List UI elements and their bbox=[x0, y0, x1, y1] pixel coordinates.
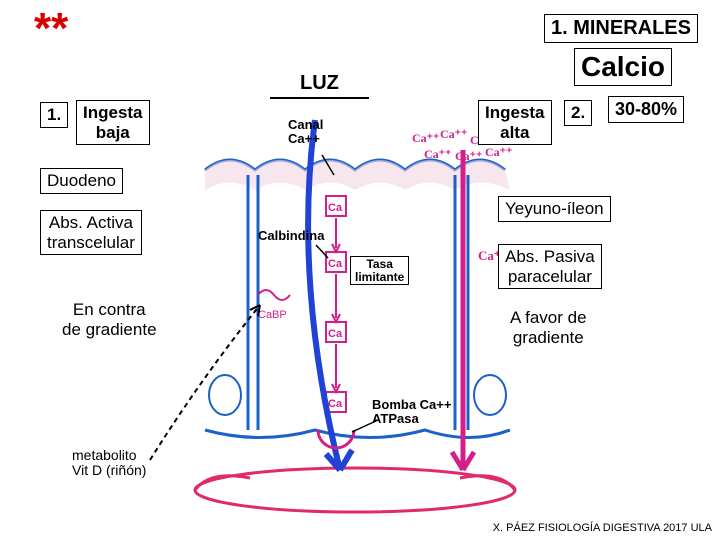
svg-text:Ca: Ca bbox=[328, 398, 343, 410]
yeyuno-box: Yeyuno-íleon bbox=[498, 196, 611, 222]
svg-text:Ca⁺⁺: Ca⁺⁺ bbox=[440, 127, 467, 141]
favor-grad: A favor de gradiente bbox=[510, 308, 587, 347]
calbindina-label: Calbindina bbox=[258, 228, 324, 243]
svg-text:CaBP: CaBP bbox=[258, 309, 287, 321]
canal-label: Canal Ca++ bbox=[288, 118, 323, 145]
canal-text: Canal Ca++ bbox=[288, 117, 323, 146]
metabolito-text: metabolito Vit D (riñón) bbox=[72, 447, 146, 478]
pct-box: 30-80% bbox=[608, 96, 684, 123]
footer-credit: X. PÁEZ FISIOLOGÍA DIGESTIVA 2017 ULA bbox=[493, 522, 712, 534]
svg-text:Ca⁺⁺: Ca⁺⁺ bbox=[424, 147, 451, 161]
svg-text:Ca: Ca bbox=[328, 328, 343, 340]
bomba-label: Bomba Ca++ ATPasa bbox=[372, 398, 451, 425]
contra-grad: En contra de gradiente bbox=[62, 300, 157, 339]
right-num: 2. bbox=[564, 100, 592, 126]
favor-grad-text: A favor de gradiente bbox=[510, 308, 587, 347]
svg-text:Ca⁺⁺: Ca⁺⁺ bbox=[455, 149, 482, 163]
title-calcio: Calcio bbox=[574, 48, 672, 86]
abs-activa-text: Abs. Activa transcelular bbox=[47, 213, 135, 252]
section-box: 1. MINERALES bbox=[544, 14, 698, 43]
abs-activa-box: Abs. Activa transcelular bbox=[40, 210, 142, 255]
abs-pasiva-box: Abs. Pasiva paracelular bbox=[498, 244, 602, 289]
bomba-text: Bomba Ca++ ATPasa bbox=[372, 397, 451, 426]
right-ingesta-text: Ingesta alta bbox=[485, 103, 545, 142]
contra-grad-text: En contra de gradiente bbox=[62, 300, 157, 339]
left-num: 1. bbox=[40, 102, 68, 128]
svg-text:Ca: Ca bbox=[328, 258, 343, 270]
asterisks: ** bbox=[34, 4, 68, 54]
tasa-text: Tasa limitante bbox=[355, 257, 404, 284]
tasa-box: Tasa limitante bbox=[350, 256, 409, 285]
svg-text:Ca⁺⁺: Ca⁺⁺ bbox=[485, 145, 512, 159]
metabolito: metabolito Vit D (riñón) bbox=[72, 448, 146, 479]
svg-text:Ca: Ca bbox=[328, 202, 343, 214]
svg-text:Ca⁺⁺: Ca⁺⁺ bbox=[412, 131, 439, 145]
right-ingesta: Ingesta alta bbox=[478, 100, 552, 145]
abs-pasiva-text: Abs. Pasiva paracelular bbox=[505, 247, 595, 286]
left-ingesta: Ingesta baja bbox=[76, 100, 150, 145]
duodeno-box: Duodeno bbox=[40, 168, 123, 194]
left-ingesta-text: Ingesta baja bbox=[83, 103, 143, 142]
luz-label: LUZ bbox=[270, 72, 369, 99]
